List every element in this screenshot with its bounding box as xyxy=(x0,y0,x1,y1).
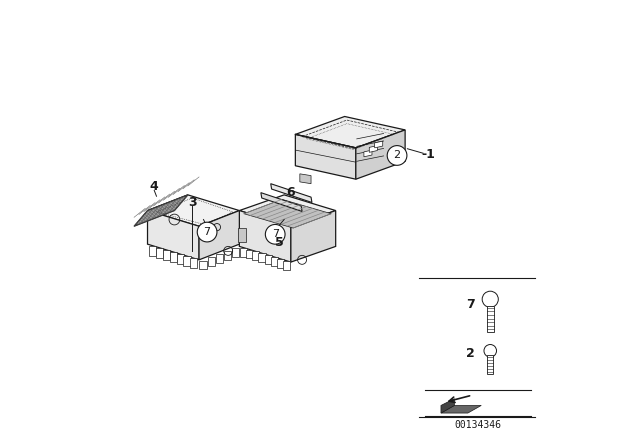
Polygon shape xyxy=(224,251,231,260)
Text: 5: 5 xyxy=(275,236,284,250)
Polygon shape xyxy=(149,246,156,255)
Polygon shape xyxy=(239,211,291,262)
Polygon shape xyxy=(244,199,332,228)
Circle shape xyxy=(387,146,407,165)
Polygon shape xyxy=(184,256,191,266)
Text: 7: 7 xyxy=(466,298,474,311)
Circle shape xyxy=(482,291,499,307)
Polygon shape xyxy=(199,211,239,260)
Circle shape xyxy=(197,222,217,242)
Polygon shape xyxy=(261,193,302,211)
Polygon shape xyxy=(148,195,239,226)
Polygon shape xyxy=(364,150,372,157)
Polygon shape xyxy=(369,146,378,152)
Polygon shape xyxy=(296,116,405,148)
Polygon shape xyxy=(283,261,291,270)
Polygon shape xyxy=(239,228,246,242)
Text: 00134346: 00134346 xyxy=(454,420,501,430)
Polygon shape xyxy=(300,174,311,184)
Polygon shape xyxy=(232,248,239,257)
Polygon shape xyxy=(277,259,284,268)
Polygon shape xyxy=(240,248,247,257)
Polygon shape xyxy=(200,261,207,270)
Text: 7: 7 xyxy=(271,229,279,239)
Circle shape xyxy=(266,224,285,244)
Polygon shape xyxy=(246,250,253,258)
Polygon shape xyxy=(239,195,336,226)
Circle shape xyxy=(484,345,497,357)
Polygon shape xyxy=(374,141,383,148)
Polygon shape xyxy=(216,254,223,263)
Polygon shape xyxy=(487,355,493,374)
Polygon shape xyxy=(271,257,278,266)
Polygon shape xyxy=(170,252,177,262)
Polygon shape xyxy=(291,211,336,262)
Polygon shape xyxy=(271,184,312,202)
Text: -1: -1 xyxy=(422,148,435,161)
Text: 3: 3 xyxy=(188,196,196,209)
Text: 4: 4 xyxy=(149,180,157,194)
Polygon shape xyxy=(148,211,199,260)
Polygon shape xyxy=(163,250,170,260)
Polygon shape xyxy=(441,405,481,413)
Polygon shape xyxy=(356,130,405,179)
Text: 7: 7 xyxy=(204,227,211,237)
Polygon shape xyxy=(177,254,184,264)
Polygon shape xyxy=(156,248,163,258)
Text: 2: 2 xyxy=(466,347,474,361)
Polygon shape xyxy=(296,134,356,179)
Polygon shape xyxy=(441,399,454,413)
Text: 6: 6 xyxy=(287,186,295,199)
Polygon shape xyxy=(486,306,494,332)
Polygon shape xyxy=(259,253,266,262)
Text: 2: 2 xyxy=(394,151,401,160)
Polygon shape xyxy=(264,255,272,264)
Polygon shape xyxy=(134,195,188,226)
Polygon shape xyxy=(190,258,198,268)
Polygon shape xyxy=(252,251,259,260)
Polygon shape xyxy=(207,257,215,266)
